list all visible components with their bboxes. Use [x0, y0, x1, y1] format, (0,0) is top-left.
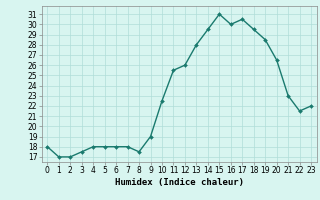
X-axis label: Humidex (Indice chaleur): Humidex (Indice chaleur) [115, 178, 244, 187]
